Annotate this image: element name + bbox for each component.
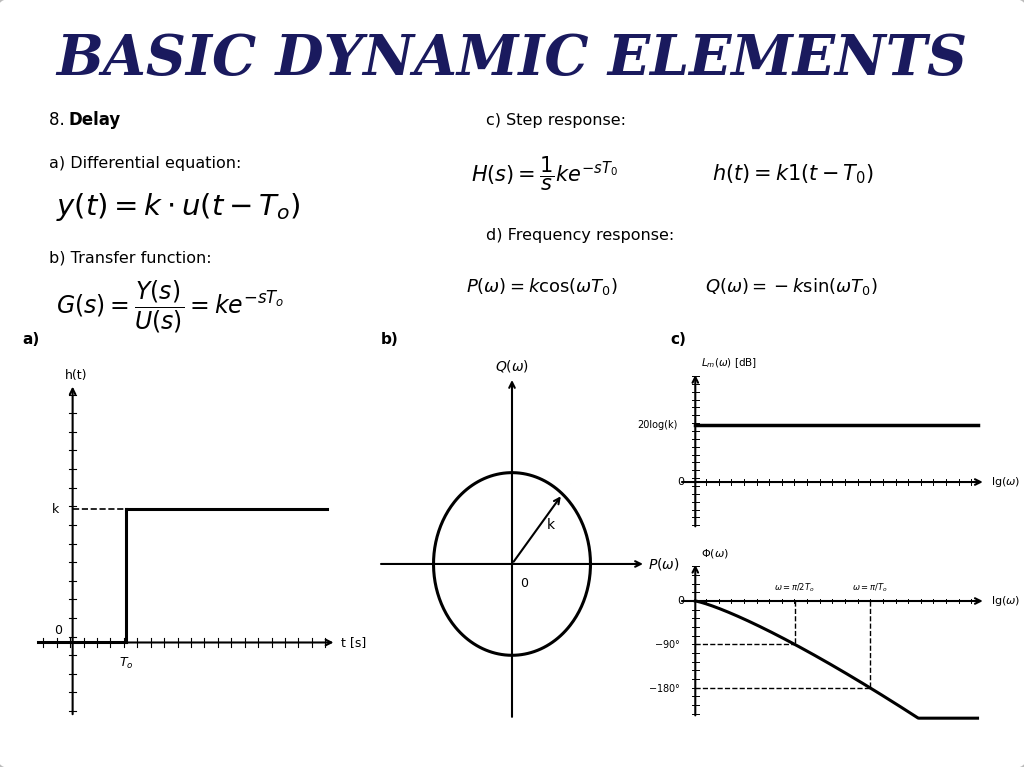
Text: $\Phi(\omega)$: $\Phi(\omega)$ [700,547,728,560]
Text: $\lg(\omega)$: $\lg(\omega)$ [991,594,1020,608]
Text: 20log(k): 20log(k) [638,420,678,430]
Text: 0: 0 [677,596,684,606]
Text: Delay: Delay [69,111,121,130]
Text: $P(\omega)$: $P(\omega)$ [647,556,679,572]
Text: d) Frequency response:: d) Frequency response: [486,228,675,243]
Text: 0: 0 [677,477,684,487]
Text: $\omega{=}\pi/2T_o$: $\omega{=}\pi/2T_o$ [774,581,815,594]
Text: 0: 0 [520,578,528,591]
Text: c): c) [671,331,687,347]
Text: h(t): h(t) [66,369,88,382]
Text: $Q(\omega) = -k\sin(\omega T_0)$: $Q(\omega) = -k\sin(\omega T_0)$ [705,275,878,297]
Text: k: k [52,502,59,515]
Text: b) Transfer function:: b) Transfer function: [49,250,212,265]
Text: $L_m(\omega)$ [dB]: $L_m(\omega)$ [dB] [700,356,757,370]
Text: $G(s) = \dfrac{Y(s)}{U(s)} = ke^{-sT_o}$: $G(s) = \dfrac{Y(s)}{U(s)} = ke^{-sT_o}$ [56,278,285,335]
Text: $-90°$: $-90°$ [654,638,681,650]
Text: t [s]: t [s] [341,636,367,649]
Text: BASIC DYNAMIC ELEMENTS: BASIC DYNAMIC ELEMENTS [56,32,968,87]
Text: $-180°$: $-180°$ [648,682,681,694]
Text: 0: 0 [54,624,62,637]
Text: a) Differential equation:: a) Differential equation: [49,156,242,171]
Text: $P(\omega) = k\cos(\omega T_0)$: $P(\omega) = k\cos(\omega T_0)$ [466,275,617,297]
Text: $T_o$: $T_o$ [119,657,134,671]
Text: k: k [547,518,555,532]
Text: a): a) [23,331,40,347]
Text: $h(t) = k\mathrm{1}(t - T_0)$: $h(t) = k\mathrm{1}(t - T_0)$ [712,163,873,186]
Text: $Q(\omega)$: $Q(\omega)$ [495,358,529,374]
Text: c) Step response:: c) Step response: [486,113,627,128]
Text: b): b) [381,331,398,347]
Text: $H(s) = \dfrac{1}{s}ke^{-sT_0}$: $H(s) = \dfrac{1}{s}ke^{-sT_0}$ [471,155,617,193]
Text: $y(t) = k \cdot u(t - T_o)$: $y(t) = k \cdot u(t - T_o)$ [56,191,301,223]
Text: 8.: 8. [49,111,71,130]
Text: $\omega{=}\pi/T_o$: $\omega{=}\pi/T_o$ [852,581,888,594]
Text: $\lg(\omega)$: $\lg(\omega)$ [991,475,1020,489]
